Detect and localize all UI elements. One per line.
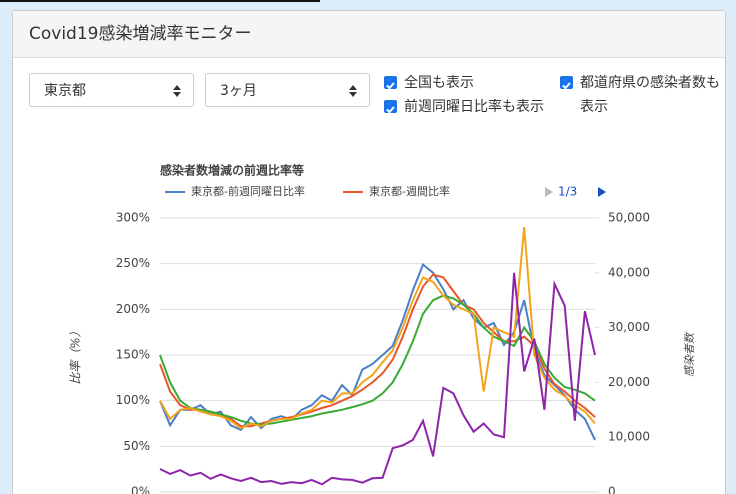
series-line [159,272,596,486]
pager: 1/3 [558,185,577,199]
y-tick-label: 100% [116,393,150,407]
top-line [0,0,320,2]
checkbox-label: 都道府県の感染者数も表示 [580,75,720,115]
y-tick-label: 50% [123,439,150,453]
y2-tick-label: 30,000 [608,320,650,334]
checkbox-label: 前週同曜日比率も表示 [404,99,544,115]
checkbox-box [560,76,573,90]
y2-tick-label: 10,000 [608,430,650,444]
select-value: 東京都 [44,83,86,99]
select-arrow [349,85,357,97]
legend-label: 東京都-前週同曜日比率 [191,184,305,198]
y2-tick-label: 0 [608,485,616,494]
y-tick-label: 250% [116,256,150,270]
prefecture-select[interactable]: 東京都 [29,73,194,107]
y-tick-label: 150% [116,348,150,362]
checkbox-box [384,100,397,114]
y2-axis-title: 感染者数 [683,331,696,377]
series-line [159,227,596,430]
pager-next[interactable] [598,187,606,197]
checkbox[interactable]: 都道府県の感染者数も表示 [560,71,722,119]
checkbox[interactable]: 全国も表示 [384,71,474,95]
y2-tick-label: 40,000 [608,265,650,279]
checkbox-label: 全国も表示 [404,75,474,91]
legend-label: 東京都-週間比率 [369,184,450,198]
select-arrow [173,85,181,97]
y-axis-title: 比率（%） [69,325,83,384]
series-line [159,294,596,426]
y-tick-label: 300% [116,211,150,225]
y-tick-label: 0% [131,485,150,494]
y2-tick-label: 50,000 [608,211,650,225]
checkbox[interactable]: 前週同曜日比率も表示 [384,95,544,119]
panel: Covid19感染増減率モニター 東京都 3ヶ月 全国も表示 前週同曜日比率も表… [12,10,726,494]
select-value: 3ヶ月 [220,83,257,99]
y-tick-label: 200% [116,302,150,316]
series-line [159,273,596,428]
period-select[interactable]: 3ヶ月 [205,73,370,107]
chart-title: 感染者数増減の前週比率等 [160,163,304,178]
pager-prev[interactable] [545,187,553,197]
header-title: Covid19感染増減率モニター [13,11,725,58]
y2-tick-label: 20,000 [608,375,650,389]
checkbox-box [384,76,397,90]
series-line [159,262,596,441]
